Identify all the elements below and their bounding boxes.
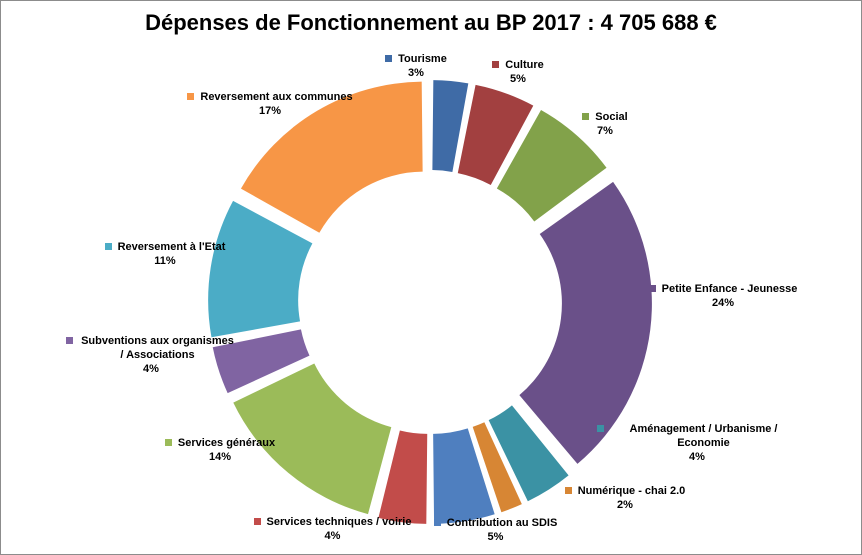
slice-label: Services généraux 14% bbox=[155, 436, 285, 464]
slice-percent: 11% bbox=[154, 255, 176, 267]
legend-swatch bbox=[648, 285, 656, 292]
slice-label: Social 7% bbox=[565, 110, 645, 138]
slice-percent: 14% bbox=[208, 451, 232, 463]
donut-slice bbox=[519, 181, 652, 464]
chart-title: Dépenses de Fonctionnement au BP 2017 : … bbox=[145, 10, 717, 35]
slice-percent: 4% bbox=[143, 363, 159, 375]
slice-percent: 17% bbox=[258, 105, 282, 117]
slice-name: Social bbox=[595, 111, 628, 123]
donut-slice bbox=[208, 200, 313, 338]
slice-percent: 4% bbox=[689, 451, 705, 463]
legend-swatch bbox=[385, 55, 393, 62]
slice-label: Subventions aux organismes / Association… bbox=[66, 334, 236, 376]
slice-percent: 3% bbox=[408, 67, 424, 79]
slice-percent: 4% bbox=[324, 530, 341, 542]
legend-swatch bbox=[582, 113, 590, 120]
slice-name: Aménagement / Urbanisme / Economie bbox=[629, 423, 778, 449]
donut-slice bbox=[433, 428, 495, 524]
slice-label: Services techniques / voirie 4% bbox=[240, 515, 425, 543]
slice-percent: 5% bbox=[510, 73, 526, 85]
slice-name: Petite Enfance - Jeunesse bbox=[661, 283, 798, 295]
donut-slice bbox=[488, 405, 569, 502]
slice-label: Reversement à l'Etat 11% bbox=[85, 240, 245, 268]
slice-label: Reversement aux communes 17% bbox=[170, 90, 370, 118]
donut-slice bbox=[240, 81, 423, 233]
donut-slice bbox=[212, 329, 310, 394]
slice-name: Subventions aux organismes / Association… bbox=[81, 335, 234, 361]
slice-name: Numérique - chai 2.0 bbox=[577, 485, 686, 497]
legend-swatch bbox=[597, 425, 604, 432]
donut-slice bbox=[432, 80, 469, 172]
donut-slice bbox=[457, 84, 534, 185]
slice-label: Numérique - chai 2.0 2% bbox=[540, 484, 710, 512]
slice-label: Tourisme 3% bbox=[376, 52, 456, 80]
slice-percent: 24% bbox=[711, 297, 735, 309]
slice-name: Contribution au SDIS bbox=[446, 517, 558, 529]
slice-percent: 7% bbox=[597, 125, 613, 137]
donut-slice bbox=[378, 430, 428, 524]
donut-slice bbox=[472, 422, 522, 513]
slice-label: Aménagement / Urbanisme / Economie 4% bbox=[597, 422, 797, 464]
legend-swatch bbox=[433, 519, 441, 526]
slice-label: Contribution au SDIS 5% bbox=[423, 516, 568, 544]
legend-swatch bbox=[164, 439, 172, 446]
slice-percent: 2% bbox=[617, 499, 633, 511]
slice-name: Culture bbox=[505, 59, 544, 71]
legend-swatch bbox=[564, 487, 572, 494]
slice-name: Services généraux bbox=[177, 437, 276, 449]
legend-swatch bbox=[66, 337, 73, 344]
legend-swatch bbox=[187, 93, 195, 100]
legend-swatch bbox=[492, 61, 500, 68]
slice-percent: 5% bbox=[487, 531, 504, 543]
legend-swatch bbox=[253, 518, 261, 525]
slice-name: Reversement à l'Etat bbox=[117, 241, 226, 253]
slice-name: Services techniques / voirie bbox=[266, 516, 412, 528]
legend-swatch bbox=[104, 243, 112, 250]
slice-label: Petite Enfance - Jeunesse 24% bbox=[648, 282, 798, 310]
slice-label: Culture 5% bbox=[478, 58, 558, 86]
slice-name: Reversement aux communes bbox=[200, 91, 353, 103]
slice-name: Tourisme bbox=[398, 53, 447, 65]
donut-slice bbox=[233, 363, 392, 515]
donut-slice bbox=[496, 110, 607, 222]
